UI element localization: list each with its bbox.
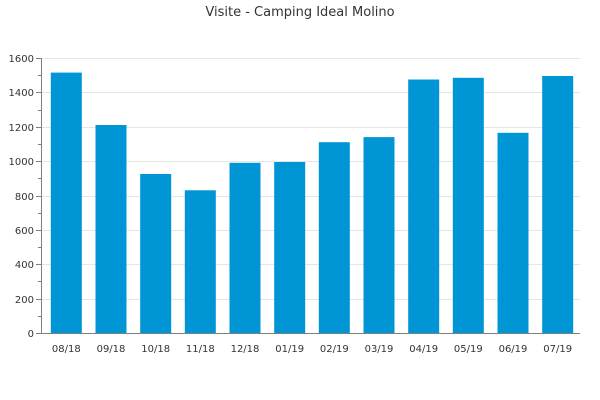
- x-tick-label: 11/18: [186, 344, 215, 355]
- y-ticks: 0 200 400 600 800 1000 1200 1400 1600: [9, 54, 41, 340]
- x-tick-label: 07/19: [543, 344, 572, 355]
- x-tick-label: 06/19: [499, 344, 528, 355]
- x-tick-label: 05/19: [454, 344, 483, 355]
- chart-title: Visite - Camping Ideal Molino: [205, 5, 394, 20]
- gridlines: [41, 58, 580, 300]
- x-tick-label: 09/18: [97, 344, 126, 355]
- bar: [184, 190, 216, 333]
- y-tick-label: 0: [28, 329, 34, 340]
- y-tick-label: 1400: [9, 88, 34, 99]
- bar: [452, 77, 484, 333]
- bar: [318, 142, 350, 333]
- bar: [542, 76, 574, 333]
- x-tick-label: 12/18: [231, 344, 260, 355]
- bar: [95, 125, 127, 333]
- x-tick-label: 01/19: [275, 344, 304, 355]
- bar: [50, 72, 82, 333]
- bars: [50, 72, 574, 333]
- x-tick-label: 10/18: [141, 344, 170, 355]
- bar: [408, 79, 440, 333]
- x-tick-label: 08/18: [52, 344, 81, 355]
- bar: [274, 162, 306, 333]
- y-tick-label: 1600: [9, 54, 34, 65]
- y-tick-label: 800: [15, 192, 34, 203]
- x-ticks: 08/18 09/18 10/18 11/18 12/18 01/19 02/19 03/19…: [52, 344, 572, 355]
- x-tick-label: 04/19: [409, 344, 438, 355]
- bar: [363, 137, 395, 333]
- y-tick-label: 600: [15, 226, 34, 237]
- y-tick-label: 1000: [9, 157, 34, 168]
- bar: [229, 162, 261, 333]
- y-tick-label: 400: [15, 260, 34, 271]
- bar: [140, 174, 172, 333]
- x-tick-label: 03/19: [365, 344, 394, 355]
- y-tick-label: 1200: [9, 123, 34, 134]
- axes: [41, 58, 580, 334]
- bar: [497, 132, 529, 333]
- y-tick-label: 200: [15, 295, 34, 306]
- x-tick-label: 02/19: [320, 344, 349, 355]
